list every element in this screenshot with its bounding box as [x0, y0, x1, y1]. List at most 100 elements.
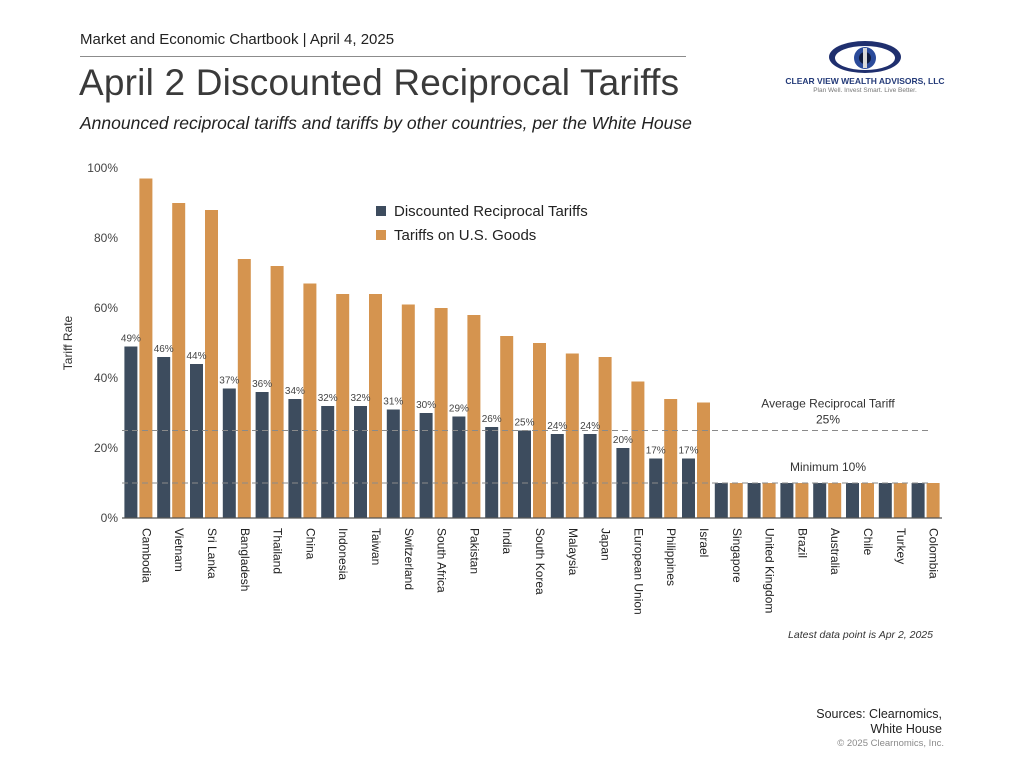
data-label-reciprocal: 46%: [154, 344, 174, 355]
reference-label-minimum: Minimum 10%: [790, 460, 866, 474]
x-tick-label: Australia: [828, 528, 842, 575]
bar-us-goods-11: [500, 336, 514, 518]
bar-reciprocal-0: [124, 346, 138, 518]
bar-reciprocal-19: [747, 483, 761, 518]
x-tick-label: Taiwan: [369, 528, 383, 565]
bar-us-goods-13: [565, 353, 579, 518]
data-label-reciprocal: 36%: [252, 379, 272, 390]
bar-reciprocal-22: [846, 483, 859, 518]
chart-title: April 2 Discounted Reciprocal Tariffs: [79, 62, 680, 103]
bar-reciprocal-11: [485, 427, 499, 518]
x-tick-label: South Africa: [435, 528, 449, 593]
y-tick-label: 80%: [94, 231, 118, 245]
x-tick-label: Bangladesh: [238, 528, 252, 591]
y-tick-label: 0%: [101, 511, 119, 525]
bar-us-goods-18: [729, 483, 743, 518]
bar-reciprocal-9: [419, 413, 433, 518]
bar-us-goods-2: [205, 210, 218, 518]
bar-reciprocal-16: [649, 458, 663, 518]
data-label-reciprocal: 32%: [318, 393, 338, 404]
bar-reciprocal-7: [354, 406, 367, 518]
x-tick-label: Israel: [697, 528, 711, 557]
bar-us-goods-16: [664, 399, 678, 518]
data-label-reciprocal: 24%: [580, 421, 600, 432]
x-tick-label: Switzerland: [402, 528, 416, 590]
legend-label-reciprocal: Discounted Reciprocal Tariffs: [394, 203, 588, 220]
data-label-reciprocal: 30%: [416, 400, 436, 411]
x-tick-label: Thailand: [271, 528, 285, 574]
bar-reciprocal-13: [550, 434, 564, 518]
bar-reciprocal-8: [386, 409, 400, 518]
x-tick-label: Turkey: [894, 528, 908, 564]
data-label-reciprocal: 17%: [678, 446, 698, 457]
x-tick-label: Philippines: [664, 528, 678, 586]
y-tick-label: 40%: [94, 371, 118, 385]
bar-reciprocal-1: [157, 357, 171, 518]
legend-swatch-us-goods: [376, 230, 386, 240]
bar-us-goods-5: [303, 283, 317, 518]
bar-reciprocal-20: [780, 483, 794, 518]
x-tick-label: Chile: [861, 528, 875, 556]
data-label-reciprocal: 32%: [350, 393, 370, 404]
bar-us-goods-0: [139, 178, 153, 518]
bar-us-goods-19: [762, 483, 776, 518]
bar-us-goods-1: [172, 203, 186, 518]
x-tick-label: Indonesia: [336, 528, 350, 580]
x-tick-label: European Union: [631, 528, 645, 615]
y-tick-label: 60%: [94, 301, 118, 315]
company-logo: Clear View Wealth Advisors, LLC Plan Wel…: [780, 38, 950, 98]
bar-reciprocal-2: [190, 364, 203, 518]
bar-reciprocal-23: [878, 483, 892, 518]
data-label-reciprocal: 17%: [646, 446, 666, 457]
data-label-reciprocal: 34%: [285, 386, 305, 397]
bar-reciprocal-5: [288, 399, 302, 518]
bar-us-goods-15: [631, 381, 645, 518]
x-tick-label: Singapore: [730, 528, 744, 583]
x-tick-label: South Korea: [533, 528, 547, 595]
x-tick-label: Sri Lanka: [205, 528, 219, 579]
x-tick-label: Cambodia: [139, 528, 153, 583]
bar-us-goods-3: [237, 259, 251, 518]
bar-us-goods-12: [533, 343, 546, 518]
bar-reciprocal-21: [813, 483, 827, 518]
data-label-reciprocal: 37%: [219, 376, 239, 387]
y-axis-label: Tariff Rate: [61, 315, 75, 370]
bar-reciprocal-24: [911, 483, 925, 518]
bar-reciprocal-6: [321, 406, 335, 518]
bar-us-goods-22: [861, 483, 874, 518]
x-tick-label: Malaysia: [566, 528, 580, 576]
data-label-reciprocal: 49%: [121, 334, 141, 345]
bar-us-goods-14: [598, 357, 612, 518]
bar-reciprocal-14: [583, 434, 597, 518]
x-tick-label: Japan: [599, 528, 613, 561]
bar-reciprocal-12: [518, 430, 531, 518]
bar-us-goods-4: [270, 266, 284, 518]
x-tick-label: United Kingdom: [763, 528, 777, 613]
bar-us-goods-21: [828, 483, 842, 518]
reference-label-average: Average Reciprocal Tariff: [761, 397, 895, 411]
logo-tagline: Plan Well. Invest Smart. Live Better.: [813, 87, 917, 94]
bar-us-goods-9: [434, 308, 448, 518]
bar-us-goods-17: [697, 402, 710, 518]
legend-swatch-reciprocal: [376, 206, 386, 216]
x-tick-label: Brazil: [795, 528, 809, 558]
bar-reciprocal-3: [222, 388, 236, 518]
logo-company-name: Clear View Wealth Advisors, LLC: [785, 76, 945, 86]
x-tick-label: Vietnam: [172, 528, 186, 572]
data-label-reciprocal: 44%: [186, 351, 206, 362]
bar-us-goods-20: [795, 483, 809, 518]
y-tick-label: 20%: [94, 441, 118, 455]
bar-reciprocal-10: [452, 416, 466, 518]
data-label-reciprocal: 25%: [514, 418, 534, 429]
sources-note: Sources: Clearnomics, White House: [816, 707, 942, 737]
sources-line-1: Sources: Clearnomics,: [816, 707, 942, 721]
bar-us-goods-7: [369, 294, 382, 518]
bar-reciprocal-17: [682, 458, 695, 518]
chartbook-header: Market and Economic Chartbook | April 4,…: [80, 31, 395, 48]
eye-logo-icon: [829, 41, 901, 73]
bar-us-goods-6: [336, 294, 350, 518]
y-tick-label: 100%: [87, 161, 118, 175]
data-label-reciprocal: 20%: [613, 435, 633, 446]
header-divider: [80, 56, 686, 57]
